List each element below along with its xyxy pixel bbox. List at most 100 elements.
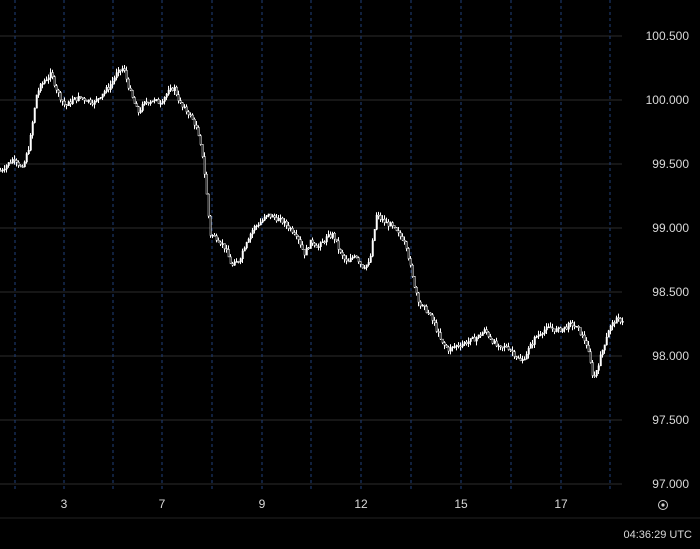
settings-circle-icon[interactable] — [658, 500, 668, 510]
y-tick-label: 98.500 — [652, 285, 689, 299]
candle-body — [203, 156, 206, 175]
candle-body — [313, 242, 316, 246]
candle-body — [125, 70, 128, 80]
candle-body — [27, 149, 30, 155]
candle-body — [463, 341, 466, 345]
candle-body — [131, 90, 134, 98]
candle-body — [181, 102, 184, 108]
candle-body — [153, 99, 156, 102]
candle-body — [537, 334, 540, 337]
candle-body — [265, 215, 268, 218]
x-tick-label: 15 — [454, 497, 468, 511]
candle-body — [489, 336, 492, 340]
candle-body — [189, 114, 192, 116]
candle-body — [135, 103, 138, 107]
candle-body — [359, 261, 362, 265]
candle-body — [291, 227, 294, 233]
candle-body — [421, 304, 424, 307]
candle-body — [169, 87, 172, 91]
y-tick-label: 99.000 — [652, 221, 689, 235]
candle-body — [439, 332, 442, 340]
candle-body — [595, 370, 598, 377]
candle-body — [397, 230, 400, 234]
candle-body — [583, 334, 586, 341]
candle-body — [187, 111, 190, 115]
candle-body — [569, 322, 572, 324]
x-tick-label: 9 — [259, 497, 266, 511]
candle-body — [491, 339, 494, 344]
candle-body — [335, 238, 338, 242]
candle-body — [505, 345, 508, 348]
candle-body — [73, 97, 76, 100]
candlestick-series[interactable] — [0, 65, 624, 378]
candle-body — [521, 359, 524, 361]
candle-body — [417, 292, 420, 303]
candle-body — [139, 110, 142, 113]
candle-body — [307, 247, 310, 250]
candle-body — [297, 236, 300, 240]
candle-body — [279, 217, 282, 220]
candle-body — [111, 80, 114, 85]
candle-body — [449, 347, 452, 352]
candle-body — [55, 85, 58, 91]
candle-body — [543, 329, 546, 334]
candle-body — [451, 346, 454, 348]
candle-body — [503, 345, 506, 348]
candle-body — [483, 329, 486, 333]
candle-body — [561, 328, 564, 332]
candle-body — [355, 255, 358, 259]
candle-body — [329, 234, 332, 238]
candle-body — [377, 214, 380, 217]
candle-body — [121, 68, 124, 72]
candle-body — [609, 325, 612, 332]
candle-body — [601, 349, 604, 356]
price-axis[interactable]: 100.500 100.000 99.500 99.000 98.500 98.000 97… — [646, 29, 690, 491]
candle-body — [285, 220, 288, 226]
candle-body — [547, 326, 550, 329]
candle-body — [509, 349, 512, 351]
candle-body — [467, 341, 470, 345]
candle-body — [369, 255, 372, 263]
candle-body — [399, 232, 402, 237]
time-axis[interactable]: 3 7 9 12 15 17 — [61, 497, 568, 511]
candle-body — [571, 322, 574, 327]
candle-body — [133, 97, 136, 104]
candle-body — [327, 234, 330, 237]
candle-body — [367, 262, 370, 266]
candle-body — [91, 102, 94, 105]
candle-body — [315, 245, 318, 248]
candle-body — [531, 343, 534, 346]
candle-body — [443, 342, 446, 346]
candle-body — [171, 87, 174, 91]
candle-body — [95, 98, 98, 102]
candle-body — [567, 323, 570, 330]
candle-body — [425, 306, 428, 314]
candle-body — [319, 242, 322, 247]
candle-body — [471, 336, 474, 339]
candle-body — [115, 72, 118, 79]
candle-body — [487, 331, 490, 337]
candle-body — [33, 107, 36, 123]
candle-body — [241, 250, 244, 260]
candle-body — [589, 351, 592, 363]
candle-body — [61, 99, 64, 102]
candle-body — [591, 362, 594, 376]
candle-body — [317, 246, 320, 248]
candle-body — [511, 350, 514, 353]
candle-body — [109, 84, 112, 90]
candle-body — [69, 101, 72, 105]
candle-body — [97, 98, 100, 100]
candle-body — [389, 222, 392, 227]
candle-body — [481, 332, 484, 336]
candle-body — [603, 344, 606, 351]
candle-body — [245, 242, 248, 249]
x-tick-label: 7 — [159, 497, 166, 511]
candle-body — [379, 215, 382, 220]
y-tick-label: 100.500 — [646, 29, 690, 43]
candle-body — [277, 218, 280, 222]
candle-body — [101, 93, 104, 98]
candle-body — [129, 87, 132, 91]
candle-body — [159, 103, 162, 105]
candle-body — [257, 224, 260, 227]
